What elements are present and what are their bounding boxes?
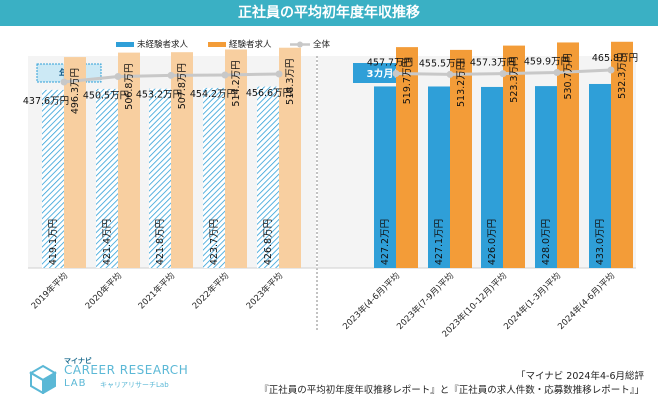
bar-inexperienced [257, 86, 279, 268]
bar-inexperienced [42, 89, 64, 268]
panel-quarterly-bg [318, 56, 636, 268]
point-overall [275, 70, 283, 78]
point-overall [114, 73, 122, 81]
label-experienced: 507.8万円 [177, 63, 188, 109]
label-experienced: 506.8万円 [124, 64, 135, 110]
label-overall: 459.9万円 [524, 57, 570, 68]
point-overall [446, 70, 454, 78]
x-tick-label: 2022年平均 [190, 270, 231, 311]
bar-inexperienced [374, 86, 396, 268]
label-experienced: 519.7万円 [402, 58, 413, 104]
label-experienced: 496.3万円 [70, 68, 81, 114]
legend-label-overall: 全体 [313, 39, 331, 50]
legend-label-experienced: 経験者求人 [229, 39, 272, 50]
bar-inexperienced [535, 86, 557, 268]
label-experienced: 530.7万円 [563, 53, 574, 99]
label-overall: 465.8万円 [592, 53, 638, 64]
x-tick-label: 2023年(4-6月)平均 [340, 270, 402, 332]
label-inexperienced: 426.8万円 [263, 219, 274, 265]
panel-quarterly-label: 3カ月毎 [367, 67, 404, 80]
x-tick-label: 2020年平均 [83, 270, 124, 311]
source-line2: 『正社員の平均初年度年収推移レポート』と『正社員の求人件数・応募数推移レポート』… [259, 385, 644, 396]
bar-inexperienced [428, 86, 450, 268]
source-line1: 「マイナビ 2024年4-6月総評 [515, 371, 644, 382]
label-inexperienced: 421.4万円 [102, 219, 113, 265]
label-overall: 455.5万円 [419, 58, 465, 69]
point-overall [221, 71, 229, 79]
bar-experienced [503, 45, 525, 268]
label-overall: 454.2万円 [190, 89, 236, 100]
label-inexperienced: 433.0万円 [595, 219, 606, 265]
bar-experienced [450, 49, 472, 268]
point-overall [499, 70, 507, 78]
logo-brand-kana: キャリアリサーチLab [100, 381, 169, 389]
bar-inexperienced [149, 88, 171, 268]
x-tick-label: 2019年平均 [29, 270, 70, 311]
point-overall [607, 66, 615, 74]
label-overall: 453.2万円 [136, 89, 182, 100]
label-inexperienced: 427.2万円 [380, 219, 391, 265]
legend-marker-overall [297, 41, 303, 48]
label-inexperienced: 423.7万円 [209, 219, 220, 265]
source-note: 「マイナビ 2024年4-6月総評 『正社員の平均初年度年収推移レポート』と『正… [259, 370, 644, 398]
label-overall: 457.3万円 [470, 58, 516, 69]
bar-inexperienced [481, 86, 503, 268]
label-overall: 457.7万円 [367, 57, 413, 68]
bar-experienced [64, 57, 86, 269]
label-experienced: 523.3万円 [509, 56, 520, 102]
legend-swatch-inexperienced [116, 42, 134, 47]
label-experienced: 514.2万円 [231, 60, 242, 106]
label-overall: 437.6万円 [23, 96, 69, 107]
bar-experienced [225, 49, 247, 269]
chart: 年間3カ月毎未経験者求人経験者求人全体419.1万円421.4万円421.8万円… [23, 39, 638, 340]
bar-experienced [171, 52, 193, 269]
bar-inexperienced [203, 87, 225, 269]
point-overall [60, 78, 68, 86]
bar-inexperienced [589, 83, 611, 268]
bar-experienced [396, 47, 418, 268]
label-inexperienced: 421.8万円 [155, 219, 166, 265]
label-experienced: 518.3万円 [285, 59, 296, 105]
legend-label-inexperienced: 未経験者求人 [137, 39, 189, 50]
logo-maynavi: マイナビ [64, 357, 92, 365]
point-overall [553, 69, 561, 77]
label-inexperienced: 426.0万円 [487, 219, 498, 265]
point-overall [167, 71, 175, 79]
logo-brand-line2: LAB [64, 378, 87, 389]
x-tick-label: 2024年(1-3月)平均 [501, 270, 563, 332]
logo: マイナビ CAREER RESEARCH LAB キャリアリサーチLab [14, 356, 214, 400]
legend-swatch-experienced [208, 42, 226, 47]
label-overall: 456.6万円 [246, 88, 292, 99]
logo-brand-line1: CAREER RESEARCH [64, 363, 189, 377]
label-experienced: 532.3万円 [617, 53, 628, 99]
chart-title: 正社員の平均初年度年収推移 [238, 5, 420, 21]
bar-inexperienced [96, 88, 118, 268]
x-tick-label: 2021年平均 [136, 270, 177, 311]
x-tick-label: 2024年(4-6月)平均 [555, 270, 617, 332]
x-tick-label: 2023年平均 [244, 270, 285, 311]
label-inexperienced: 419.1万円 [48, 219, 59, 265]
label-inexperienced: 428.0万円 [541, 219, 552, 265]
label-experienced: 513.2万円 [456, 61, 467, 107]
label-inexperienced: 427.1万円 [434, 219, 445, 265]
x-tick-label: 2023年(7-9月)平均 [394, 270, 456, 332]
point-overall [392, 69, 400, 77]
bar-experienced [611, 41, 633, 269]
cube-logo-icon [29, 364, 57, 394]
bar-experienced [557, 42, 579, 268]
bar-experienced [279, 47, 301, 268]
bar-experienced [118, 52, 140, 268]
title-bar: 正社員の平均初年度年収推移 [0, 0, 658, 26]
label-overall: 450.5万円 [83, 91, 129, 102]
